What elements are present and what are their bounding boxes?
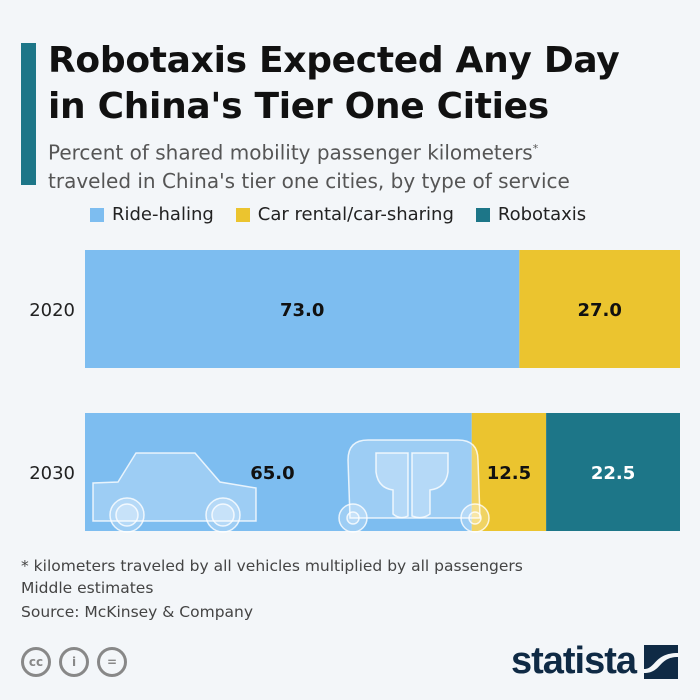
bar-segment <box>85 250 520 368</box>
cc-icon[interactable]: cc <box>21 647 51 677</box>
legend-label: Robotaxis <box>497 204 587 225</box>
robotaxi-icon <box>347 439 481 519</box>
legend-item: Car rental/car-sharing <box>235 204 454 225</box>
statista-logo-icon <box>644 644 678 679</box>
subtitle-line-1: Percent of shared mobility passenger kil… <box>48 140 533 165</box>
category-label: 2020 <box>29 300 75 321</box>
legend: Ride-haling Car rental/car-sharing Robotax… <box>90 204 586 225</box>
title-accent-bar <box>21 43 36 185</box>
data-label: 27.0 <box>577 300 621 321</box>
subtitle-line-2: traveled in China's tier one cities, by … <box>48 168 570 193</box>
data-label: 22.5 <box>591 463 635 484</box>
chart-subtitle: Percent of shared mobility passenger kil… <box>48 135 570 195</box>
subtitle-asterisk: * <box>532 142 539 155</box>
no-derivatives-icon[interactable]: = <box>97 647 127 677</box>
footnote-definition: * kilometers traveled by all vehicles mu… <box>21 557 523 575</box>
statista-logo[interactable]: statista <box>511 640 678 683</box>
bar-chart: 2020 73.0 27.0 2030 65.0 12.5 22.5 <box>29 250 680 533</box>
title-line-2: in China's Tier One Cities <box>48 86 549 127</box>
data-label: 73.0 <box>280 300 324 321</box>
data-label: 65.0 <box>250 463 294 484</box>
bar-segment <box>546 413 680 531</box>
license-icons[interactable]: cc i = <box>21 647 127 677</box>
vehicle-illustrations <box>92 439 490 533</box>
bar-segment <box>471 413 547 531</box>
legend-swatch <box>475 207 490 222</box>
chart-title: Robotaxis Expected Any Day in China's Ti… <box>48 38 620 130</box>
logo-text: statista <box>510 640 637 682</box>
legend-label: Car rental/car-sharing <box>257 204 454 225</box>
legend-item: Robotaxis <box>475 204 587 225</box>
car-icon <box>92 452 257 522</box>
legend-item: Ride-haling <box>90 204 214 225</box>
legend-swatch <box>90 207 104 222</box>
legend-swatch <box>235 207 250 222</box>
data-label: 12.5 <box>487 463 531 484</box>
attribution-icon[interactable]: i <box>59 647 89 677</box>
category-label: 2030 <box>29 463 75 484</box>
legend-label: Ride-haling <box>112 204 214 225</box>
bar-segment <box>519 250 680 368</box>
title-line-1: Robotaxis Expected Any Day <box>48 40 620 81</box>
footnote-estimates: Middle estimates <box>21 579 154 597</box>
source-note[interactable]: Source: McKinsey & Company <box>21 603 254 621</box>
